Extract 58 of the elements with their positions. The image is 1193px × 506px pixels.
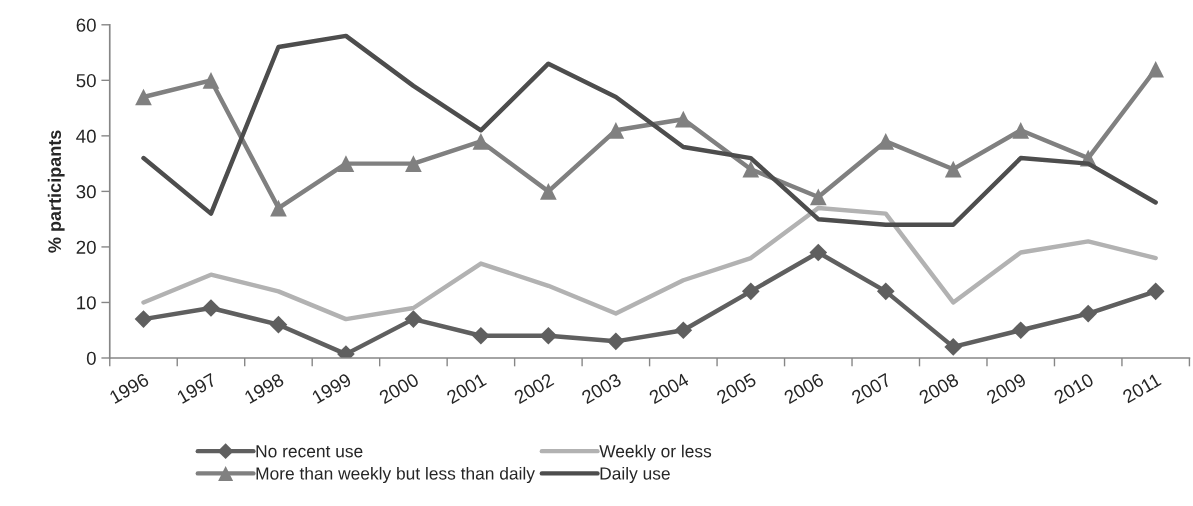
y-tick-label: 30 (76, 185, 96, 199)
x-tick-label: 2011 (1121, 372, 1162, 404)
point (539, 326, 558, 345)
point (741, 282, 760, 301)
point (1079, 304, 1098, 323)
point (540, 183, 557, 200)
point (135, 88, 152, 106)
legend-label: More than weekly but less than daily (256, 466, 535, 484)
x-tick-label: 2004 (648, 372, 690, 405)
x-tick-label: 2005 (715, 372, 758, 405)
y-tick-label: 60 (76, 18, 96, 32)
y-tick-label: 20 (76, 240, 96, 254)
legend-label: No recent use (256, 445, 363, 458)
x-tick-label: 2001 (445, 372, 487, 405)
point (472, 133, 490, 150)
x-tick-label: 1998 (243, 372, 285, 404)
x-tick-label: 2008 (918, 372, 960, 405)
line-series (141, 33, 1158, 227)
point (944, 338, 963, 356)
x-tick-label: 2007 (850, 372, 892, 405)
point (1147, 60, 1165, 78)
legend-label: Daily use (600, 466, 670, 484)
point (674, 321, 693, 340)
point (404, 310, 423, 328)
x-tick-label: 1997 (176, 372, 218, 404)
point (405, 155, 422, 172)
x-tick-label: 2002 (513, 372, 555, 405)
point (202, 299, 220, 317)
point (270, 199, 287, 217)
x-tick-label: 1996 (108, 372, 150, 404)
point (1146, 282, 1165, 301)
point (202, 71, 220, 89)
point (472, 326, 490, 345)
x-tick-label: 2000 (378, 372, 420, 405)
point (337, 155, 355, 172)
x-tick-label: 2006 (783, 372, 825, 405)
y-tick-label: 10 (77, 296, 96, 310)
point (674, 110, 692, 128)
point (269, 315, 288, 334)
point (809, 188, 827, 206)
x-tick-label: 2009 (985, 372, 1027, 405)
y-axis-title: % participants (47, 130, 65, 253)
legend-label: Weekly or less (599, 444, 712, 461)
point (607, 332, 625, 351)
x-tick-label: 2010 (1053, 372, 1095, 405)
point (944, 160, 962, 178)
point (1012, 121, 1030, 139)
point (876, 282, 895, 301)
point (134, 310, 153, 328)
x-tick-label: 1999 (311, 372, 353, 404)
y-tick-label: 0 (86, 351, 96, 365)
point (1011, 321, 1030, 340)
y-tick-label: 40 (76, 129, 96, 143)
point (742, 160, 760, 178)
point (809, 243, 828, 262)
point (877, 133, 895, 150)
x-tick-label: 2003 (580, 372, 623, 405)
y-tick-label: 50 (76, 74, 96, 88)
